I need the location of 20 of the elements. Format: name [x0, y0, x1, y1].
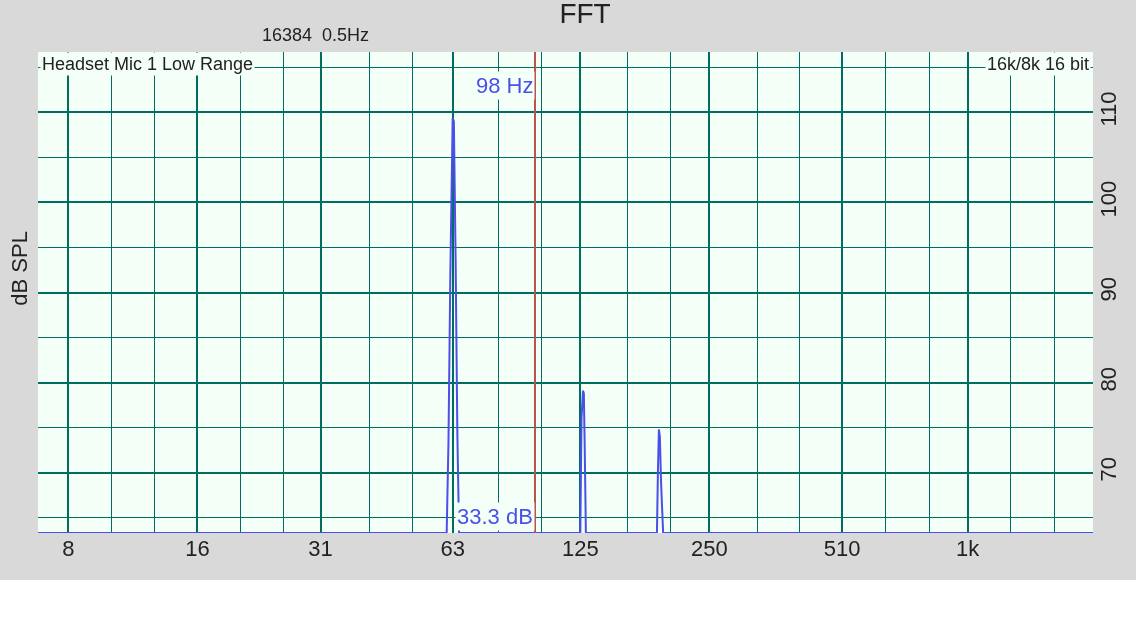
annotation: Headset Mic 1 Low Range: [42, 54, 254, 74]
y-tick-label: 80: [1096, 367, 1121, 392]
y-axis-title: dB SPL: [6, 231, 32, 306]
x-tick-label: 31: [308, 536, 333, 561]
annotation: 16k/8k 16 bit: [987, 54, 1090, 74]
x-tick-label: 63: [440, 536, 465, 561]
chart-title: FFT: [559, 0, 611, 29]
x-tick-label: 510: [823, 536, 861, 561]
x-tick-label: 1k: [956, 536, 981, 561]
y-tick-label: 100: [1096, 180, 1121, 218]
x-tick-label: 8: [62, 536, 75, 561]
y-tick-label: 90: [1096, 276, 1121, 302]
x-tick-label: 125: [561, 536, 599, 561]
y-tick-label: 70: [1096, 457, 1121, 482]
annotation: 33.3 dB: [457, 504, 533, 529]
x-tick-label: 16: [185, 536, 210, 561]
y-tick-label: 110: [1096, 91, 1121, 127]
x-tick-label: 250: [691, 536, 728, 561]
text: 16384 0.5Hz: [262, 25, 370, 45]
ref-line-label: 98 Hz: [476, 73, 534, 98]
